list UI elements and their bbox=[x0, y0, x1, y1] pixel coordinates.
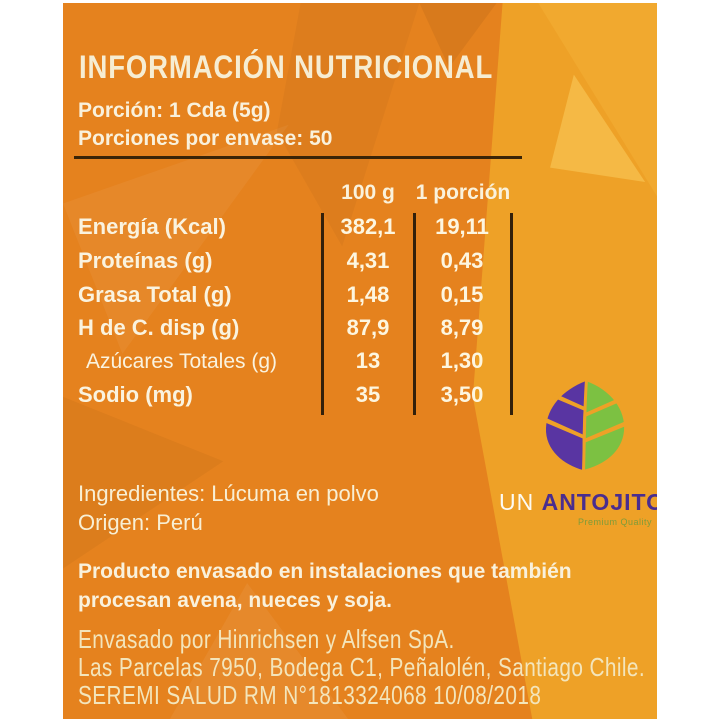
nutrition-label: INFORMACIÓN NUTRICIONAL Porción: 1 Cda (… bbox=[63, 3, 657, 719]
table-row: Azúcares Totales (g) 13 1,30 bbox=[78, 348, 638, 378]
value-per-serving: 0,43 bbox=[440, 248, 484, 273]
value-per-100g: 13 bbox=[355, 348, 381, 373]
value-per-100g: 1,48 bbox=[346, 282, 390, 307]
brand-logo bbox=[529, 377, 643, 473]
value-per-serving: 3,50 bbox=[440, 382, 484, 407]
serving-size-line: Porción: 1 Cda (5g) bbox=[78, 99, 271, 122]
label-title: INFORMACIÓN NUTRICIONAL bbox=[79, 49, 494, 85]
column-header-100g: 100 g bbox=[341, 181, 395, 204]
brand-name-prefix: UN bbox=[498, 489, 542, 515]
permit-line: SEREMI SALUD RM N°1813324068 10/08/2018 bbox=[78, 680, 542, 710]
brand-name: UN ANTOJITO bbox=[482, 489, 657, 516]
row-label: Grasa Total (g) bbox=[78, 282, 232, 307]
address-line: Las Parcelas 7950, Bodega C1, Peñalolén,… bbox=[78, 652, 646, 682]
value-per-serving: 1,30 bbox=[440, 348, 484, 373]
servings-per-container-line: Porciones por envase: 50 bbox=[78, 127, 333, 150]
table-row: Sodio (mg) 35 3,50 bbox=[78, 382, 638, 412]
packer-line: Envasado por Hinrichsen y Alfsen SpA. bbox=[78, 624, 455, 654]
column-divider bbox=[510, 213, 513, 415]
value-per-100g: 382,1 bbox=[340, 214, 396, 239]
row-label: Energía (Kcal) bbox=[78, 214, 226, 239]
value-per-100g: 35 bbox=[355, 382, 381, 407]
table-row: Proteínas (g) 4,31 0,43 bbox=[78, 248, 638, 278]
header-divider-line bbox=[74, 156, 522, 159]
row-label: Proteínas (g) bbox=[78, 248, 213, 273]
ingredients-line: Ingredientes: Lúcuma en polvo bbox=[78, 481, 379, 506]
column-header-porcion: 1 porción bbox=[415, 181, 511, 204]
row-label: Sodio (mg) bbox=[78, 382, 193, 407]
origin-line: Origen: Perú bbox=[78, 510, 203, 535]
leaf-logo-icon bbox=[544, 379, 626, 472]
value-per-serving: 8,79 bbox=[440, 315, 484, 340]
column-divider bbox=[413, 213, 416, 415]
table-row: H de C. disp (g) 87,9 8,79 bbox=[78, 315, 638, 345]
value-per-serving: 0,15 bbox=[440, 282, 484, 307]
value-per-100g: 4,31 bbox=[346, 248, 390, 273]
value-per-100g: 87,9 bbox=[346, 315, 390, 340]
table-row: Energía (Kcal) 382,1 19,11 bbox=[78, 214, 638, 244]
brand-tagline: Premium Quality bbox=[577, 517, 652, 527]
row-label: H de C. disp (g) bbox=[78, 315, 240, 340]
brand-name-main: ANTOJITO bbox=[541, 489, 657, 515]
column-divider bbox=[321, 213, 324, 415]
table-row: Grasa Total (g) 1,48 0,15 bbox=[78, 282, 638, 312]
value-per-serving: 19,11 bbox=[435, 214, 489, 239]
row-label: Azúcares Totales (g) bbox=[86, 350, 278, 373]
allergen-notice: Producto envasado en instalaciones que t… bbox=[78, 560, 572, 612]
